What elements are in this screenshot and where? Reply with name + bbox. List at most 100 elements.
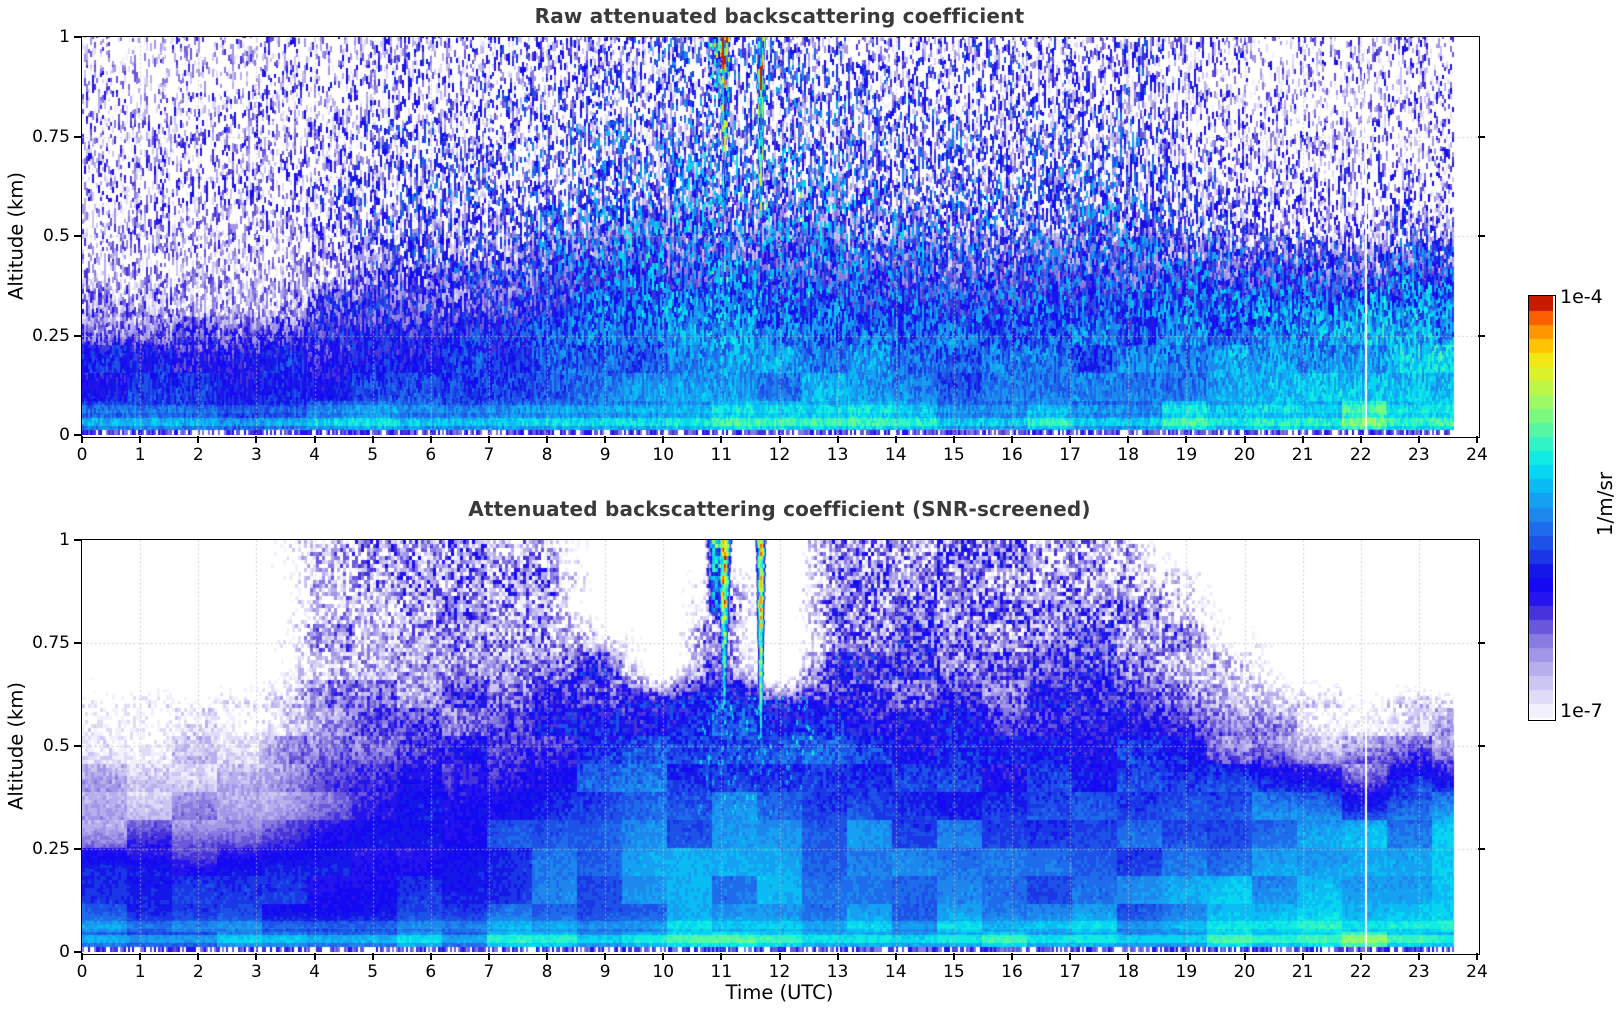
- x-tick-mark: [836, 953, 839, 960]
- y-tick-mark: [74, 745, 81, 747]
- colorbar-canvas: [1529, 296, 1553, 718]
- x-tick-label: 16: [1001, 445, 1023, 465]
- x-tick-label: 5: [367, 445, 379, 465]
- y-tick-mark: [74, 539, 81, 541]
- x-tick-mark: [1417, 953, 1420, 960]
- x-tick-mark: [1127, 436, 1130, 443]
- x-tick-label: 6: [425, 962, 437, 982]
- y-tick-mark-right: [1478, 334, 1485, 337]
- x-tick-mark: [604, 436, 607, 443]
- x-tick-mark: [546, 436, 548, 443]
- x-tick-mark: [1476, 436, 1478, 443]
- x-tick-mark: [1301, 953, 1304, 960]
- x-tick-label: 11: [710, 962, 733, 982]
- x-tick-mark: [604, 953, 607, 960]
- x-tick-mark: [952, 953, 955, 960]
- x-tick-label: 12: [768, 962, 791, 982]
- x-tick-label: 22: [1349, 962, 1372, 982]
- x-tick-mark: [487, 436, 490, 443]
- x-tick-mark: [429, 436, 432, 443]
- x-tick-mark: [1011, 953, 1013, 960]
- x-tick-mark: [720, 436, 723, 443]
- x-tick-mark: [1359, 953, 1362, 960]
- x-tick-label: 24: [1466, 445, 1488, 465]
- x-tick-mark: [952, 436, 955, 443]
- x-tick-label: 13: [826, 962, 849, 982]
- x-tick-mark: [139, 436, 142, 443]
- y-tick-mark-right: [1478, 135, 1485, 138]
- x-tick-mark: [197, 436, 200, 443]
- x-tick-label: 3: [250, 445, 262, 465]
- x-tick-mark: [1185, 953, 1188, 960]
- x-tick-label: 21: [1291, 962, 1314, 982]
- x-tick-mark: [546, 953, 548, 960]
- raw-panel-title: Raw attenuated backscattering coefficien…: [534, 4, 1025, 28]
- x-tick-label: 24: [1466, 962, 1488, 982]
- x-tick-label: 20: [1233, 445, 1256, 465]
- x-tick-mark: [778, 436, 781, 443]
- x-tick-label: 4: [309, 962, 320, 982]
- colorbar-unit-label: 1/m/sr: [1593, 471, 1617, 537]
- x-tick-label: 8: [541, 962, 553, 982]
- x-tick-mark: [1069, 436, 1072, 443]
- x-tick-label: 10: [652, 445, 675, 465]
- x-tick-label: 2: [192, 445, 204, 465]
- x-tick-label: 1: [134, 445, 146, 465]
- y-tick-mark: [74, 334, 81, 337]
- y-tick-label: 0: [59, 425, 70, 445]
- x-tick-mark: [197, 953, 200, 960]
- y-tick-mark: [74, 434, 81, 436]
- y-tick-mark: [74, 235, 81, 237]
- x-tick-label: 9: [599, 962, 611, 982]
- x-tick-label: 7: [483, 962, 495, 982]
- x-tick-mark: [1243, 953, 1246, 960]
- x-tick-label: 20: [1233, 962, 1256, 982]
- x-tick-mark: [371, 436, 374, 443]
- x-tick-label: 0: [76, 445, 88, 465]
- x-tick-label: 15: [943, 445, 965, 465]
- colorbar-max-label: 1e-4: [1560, 286, 1603, 308]
- y-tick-mark: [74, 951, 81, 953]
- x-tick-mark: [1011, 436, 1013, 443]
- x-tick-mark: [81, 436, 83, 443]
- x-tick-label: 15: [943, 962, 965, 982]
- x-tick-mark: [720, 953, 723, 960]
- x-tick-label: 7: [483, 445, 495, 465]
- x-tick-mark: [1301, 436, 1304, 443]
- y-tick-mark-right: [1478, 235, 1485, 237]
- y-tick-label: 0.25: [32, 839, 70, 859]
- x-tick-mark: [255, 436, 258, 443]
- x-tick-mark: [1127, 953, 1130, 960]
- x-tick-mark: [313, 436, 316, 443]
- x-tick-label: 1: [134, 962, 146, 982]
- x-tick-mark: [371, 953, 374, 960]
- x-tick-mark: [1243, 436, 1246, 443]
- y-tick-label: 0.75: [32, 633, 70, 653]
- raw-heatmap-canvas: [82, 37, 1477, 435]
- x-tick-mark: [487, 953, 490, 960]
- x-tick-label: 14: [884, 445, 907, 465]
- y-tick-label: 1: [59, 27, 70, 47]
- x-tick-label: 2: [192, 962, 204, 982]
- y-tick-label: 0: [59, 942, 70, 962]
- screened-heatmap-canvas: [82, 540, 1477, 952]
- y-tick-label: 0.25: [32, 325, 70, 346]
- x-tick-label: 14: [884, 962, 907, 982]
- y-tick-mark-right: [1478, 642, 1485, 644]
- x-tick-mark: [662, 436, 665, 443]
- x-tick-mark: [429, 953, 432, 960]
- x-tick-label: 12: [768, 445, 791, 465]
- y-tick-mark: [74, 642, 81, 644]
- screened-panel-title: Attenuated backscattering coefficient (S…: [468, 497, 1091, 521]
- x-tick-label: 0: [76, 962, 88, 982]
- x-tick-label: 19: [1175, 445, 1198, 465]
- y-tick-mark: [74, 848, 81, 850]
- x-tick-label: 11: [710, 445, 733, 465]
- x-tick-label: 18: [1117, 445, 1140, 465]
- x-tick-label: 22: [1349, 445, 1372, 465]
- x-tick-label: 17: [1059, 962, 1081, 982]
- x-tick-mark: [1476, 953, 1478, 960]
- y-tick-mark-right: [1478, 745, 1485, 747]
- x-tick-label: 18: [1117, 962, 1140, 982]
